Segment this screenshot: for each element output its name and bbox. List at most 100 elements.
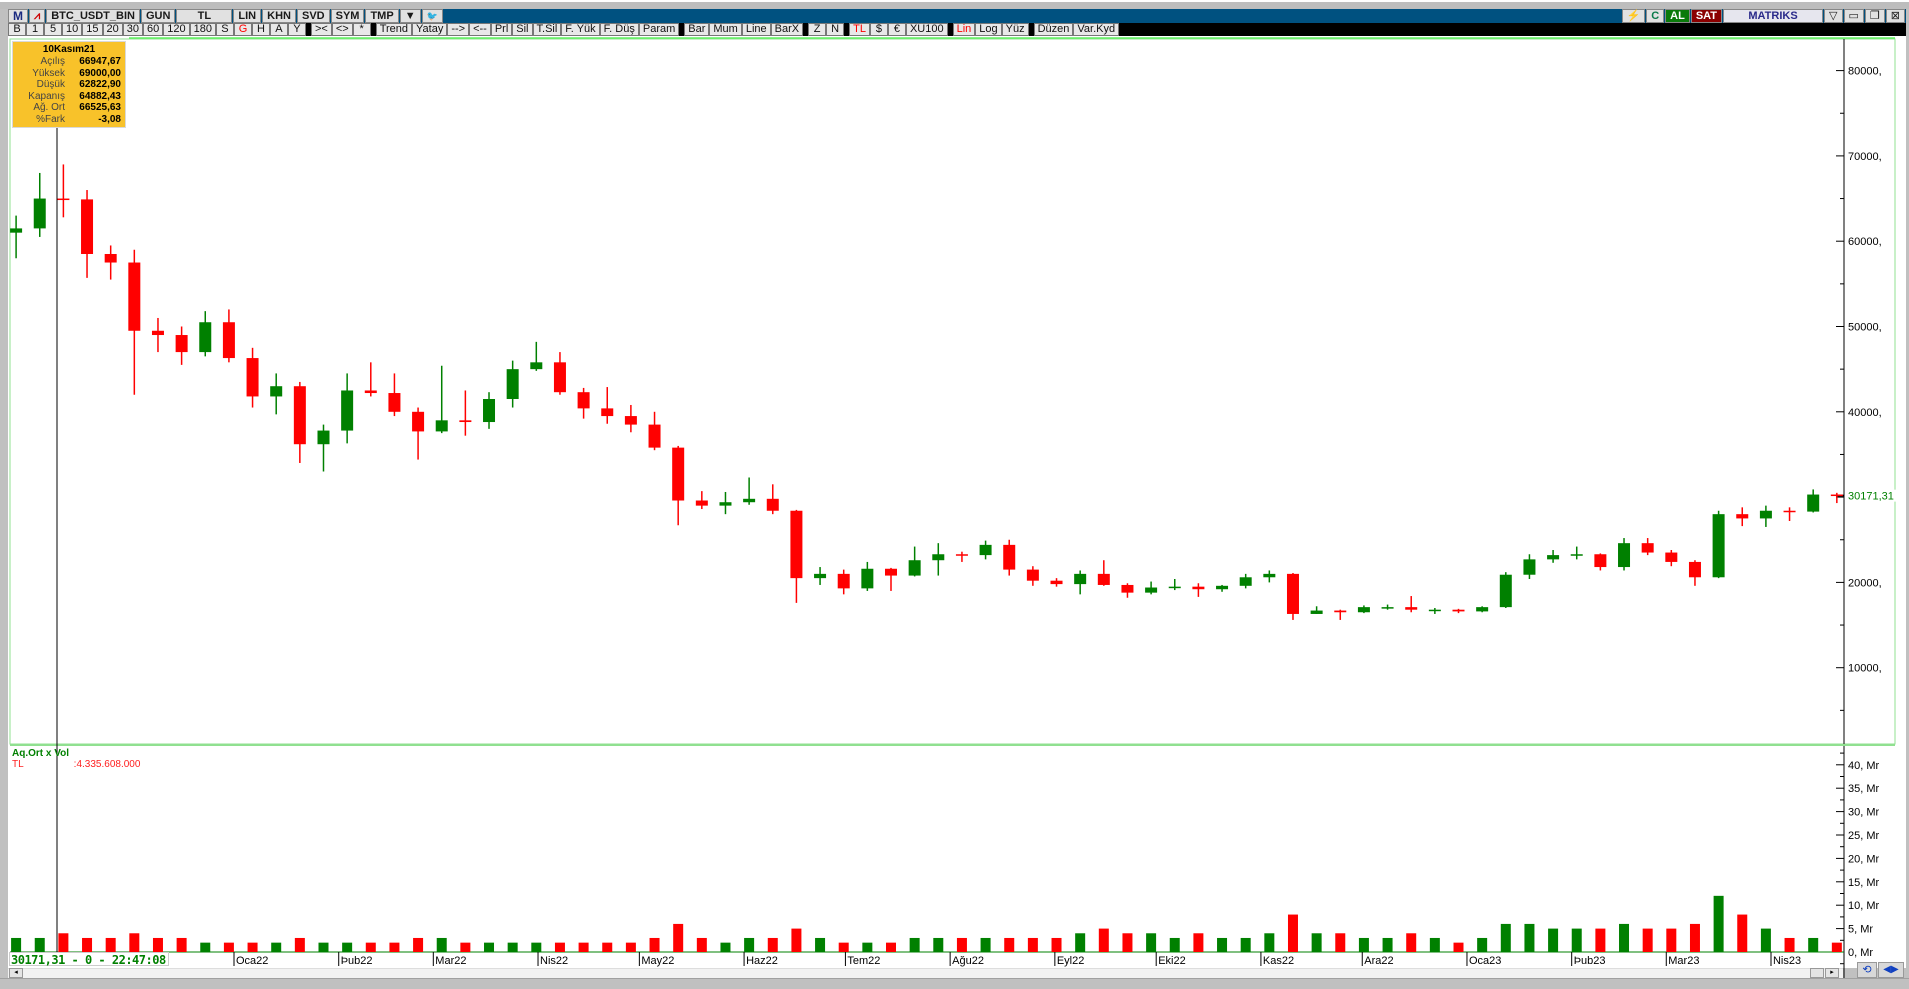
scroll-handle[interactable] <box>1810 968 1824 978</box>
toolbar-button-n[interactable]: N <box>826 23 845 36</box>
toolbar-button-b[interactable]: B <box>8 23 26 36</box>
toolbar-button-bar[interactable]: Bar <box>684 23 710 36</box>
info-value: 66525,63 <box>79 102 121 113</box>
toolbar-button-sym10[interactable]: >< <box>310 23 332 36</box>
toolbar-button-dzen[interactable]: Düzen <box>1033 23 1074 36</box>
toolbar-row-1: M ⩘ BTC_USDT_BIN GUN TL LIN KHN SVD SYM TMP ▼ 🐦 ⚡ C… <box>8 9 1906 23</box>
toolbar-button-xu100[interactable]: XU100 <box>905 23 948 36</box>
toolbar-button-30[interactable]: 30 <box>122 23 143 36</box>
toolbar-button-y[interactable]: Y <box>287 23 306 36</box>
volume-bar <box>507 942 518 952</box>
refresh-chart-icon[interactable]: ⟲ <box>1857 962 1877 978</box>
chart-area[interactable] <box>8 36 1906 968</box>
close-icon[interactable]: ⊠ <box>1885 9 1905 23</box>
toolbar-button-5[interactable]: 5 <box>44 23 62 36</box>
sell-button[interactable]: SAT <box>1690 9 1723 23</box>
dropdown-arrow-icon[interactable]: ▼ <box>399 9 421 23</box>
toolbar-button-yatay[interactable]: Yatay <box>412 23 448 36</box>
volume-bar <box>862 942 873 952</box>
toolbar-button-gun[interactable]: GUN <box>140 9 176 23</box>
volume-bar <box>413 937 424 952</box>
toolbar-button-20[interactable]: 20 <box>102 23 123 36</box>
toolbar-button-param[interactable]: Param <box>638 23 680 36</box>
toolbar-button-varkyd[interactable]: Var.Kyd <box>1073 23 1120 36</box>
matriks-brand-button[interactable]: MATRIKS <box>1723 9 1824 23</box>
toolbar-button-fyk[interactable]: F. Yük <box>561 23 600 36</box>
horizontal-scrollbar[interactable] <box>8 968 1843 979</box>
scroll-left-button[interactable]: ◂ <box>9 968 23 978</box>
toolbar-button-60[interactable]: 60 <box>143 23 164 36</box>
toolbar-button-khn[interactable]: KHN <box>262 9 296 23</box>
toolbar-button-sil[interactable]: Sil <box>512 23 533 36</box>
date-axis-label: May22 <box>641 955 674 967</box>
volume-bar <box>673 923 684 952</box>
toolbar-button-sym11[interactable]: <> <box>331 23 353 36</box>
refresh-icon[interactable]: C <box>1646 9 1665 23</box>
volume-bar <box>1264 933 1275 952</box>
toolbar-separator <box>370 23 376 36</box>
candle-body <box>1688 561 1701 578</box>
volume-bar <box>909 937 920 952</box>
toolbar-button-s[interactable]: S <box>215 23 234 36</box>
toolbar-button-tl[interactable]: TL <box>176 9 233 23</box>
volume-bar <box>294 937 305 952</box>
toolbar-button-barx[interactable]: BarX <box>770 23 804 36</box>
candle-body <box>1074 573 1087 585</box>
toolbar-button-log[interactable]: Log <box>975 23 1002 36</box>
chart-type-icon[interactable]: ⩘ <box>29 9 46 23</box>
candle-body <box>459 420 472 423</box>
toolbar-button-lin[interactable]: LIN <box>233 9 262 23</box>
toolbar-button-10[interactable]: 10 <box>62 23 83 36</box>
toolbar-row-2: B 1 5 10 15 20 30 60 120 180 S G H A Y >< <> * Trend Yatay -… <box>8 23 1906 36</box>
candle-body <box>1216 585 1229 590</box>
restore-icon[interactable]: ❐ <box>1864 9 1885 23</box>
volume-bar <box>1051 937 1062 952</box>
price-tick-label: 10000, <box>1848 663 1882 675</box>
candle-body <box>270 386 283 397</box>
toolbar-button-g[interactable]: G <box>233 23 252 36</box>
volume-bar <box>1595 928 1606 952</box>
twitter-icon[interactable]: 🐦 <box>421 9 443 23</box>
volume-bar <box>815 937 826 952</box>
info-label: Kapanış <box>28 90 65 102</box>
toolbar-button-mum[interactable]: Mum <box>709 23 742 36</box>
toolbar-button-prl[interactable]: Prl <box>490 23 513 36</box>
toolbar-button-svd[interactable]: SVD <box>296 9 330 23</box>
candle-body <box>1026 569 1039 581</box>
toolbar-button-tsil[interactable]: T.Sil <box>532 23 562 36</box>
toolbar-button-15[interactable]: 15 <box>82 23 103 36</box>
toolbar-button-sym23[interactable]: <-- <box>469 23 491 36</box>
lightning-icon[interactable]: ⚡ <box>1621 9 1646 23</box>
toolbar-button-yz[interactable]: Yüz <box>1001 23 1029 36</box>
minimize-icon[interactable]: ▭ <box>1843 9 1864 23</box>
toolbar-button-sym[interactable]: SYM <box>330 9 365 23</box>
toolbar-button-sym51[interactable]: $ <box>869 23 888 36</box>
toolbar-button-180[interactable]: 180 <box>189 23 216 36</box>
toolbar-button-sym22[interactable]: --> <box>447 23 470 36</box>
toolbar-button-trend[interactable]: Trend <box>375 23 413 36</box>
toolbar-button-h[interactable]: H <box>251 23 270 36</box>
candle-body <box>1618 543 1631 568</box>
toolbar-button-a[interactable]: A <box>269 23 288 36</box>
volume-bar <box>1477 937 1488 952</box>
pan-arrows-icon[interactable]: ◀▶ <box>1878 962 1904 978</box>
toolbar-button-sym52[interactable]: € <box>887 23 906 36</box>
toolbar-button-btcusdtbin[interactable]: BTC_USDT_BIN <box>46 9 140 23</box>
candle-body <box>1405 607 1418 610</box>
toolbar-button-120[interactable]: 120 <box>163 23 190 36</box>
toolbar-button-tmp[interactable]: TMP <box>365 9 399 23</box>
toolbar-button-z[interactable]: Z <box>808 23 827 36</box>
minimize-dropdown-icon[interactable]: ▽ <box>1824 9 1843 23</box>
toolbar-button-line[interactable]: Line <box>741 23 771 36</box>
toolbar-button-fd[interactable]: F. Düş <box>599 23 639 36</box>
scroll-right-button[interactable]: ▸ <box>1825 968 1839 978</box>
toolbar-button-tl[interactable]: TL <box>849 23 870 36</box>
toolbar-button-1[interactable]: 1 <box>26 23 44 36</box>
volume-bar <box>58 933 69 952</box>
toolbar-button-lin[interactable]: Lin <box>952 23 976 36</box>
matriks-logo-button[interactable]: M <box>8 9 28 23</box>
toolbar-button-sym12[interactable]: * <box>352 23 371 36</box>
buy-button[interactable]: AL <box>1665 9 1690 23</box>
candle-body <box>293 386 306 445</box>
